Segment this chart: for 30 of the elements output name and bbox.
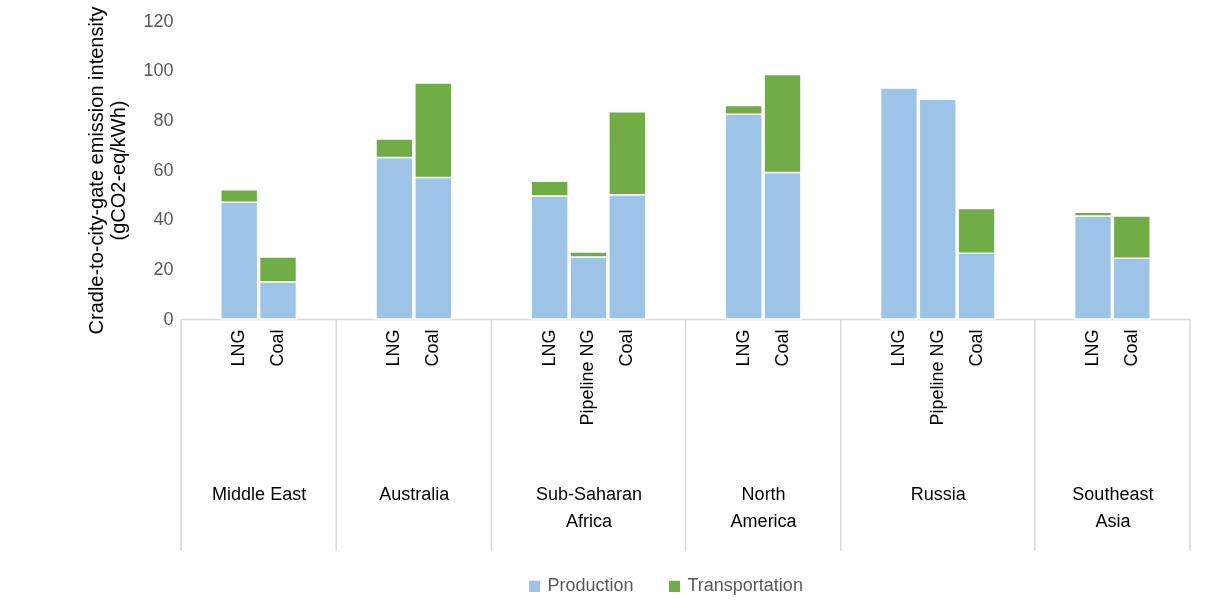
x-tick-label: LNG [732,329,753,367]
x-tick-label: Pipeline NG [926,329,947,426]
y-tick-label: 0 [163,308,174,329]
text: North America [730,483,798,531]
x-tick-label: Coal [965,329,986,367]
x-tick-label: Coal [616,329,637,367]
y-tick-label: 40 [153,209,174,230]
y-axis-title: Cradle-to-city-gate emission intensity (gCO2-eq/kWh) [85,6,130,335]
x-tick-label: Pipeline NG [577,329,598,426]
y-tick-label: 60 [153,159,174,180]
y-tick-label: 120 [143,10,174,31]
legend-label: Transportation [687,575,803,596]
x-tick-label: Coal [267,329,288,367]
text: Southeast Asia [1072,483,1154,531]
y-tick-label: 80 [153,109,174,130]
y-tick-label: 100 [143,60,174,81]
x-tick-label: LNG [1081,329,1102,367]
text: Russia [910,483,967,504]
x-tick-label: LNG [383,329,404,367]
x-tick-label: LNG [887,329,908,367]
text: Australia [379,483,451,504]
x-tick-label: Coal [422,329,443,367]
text: Sub-Saharan Africa [535,483,643,531]
x-tick-label: LNG [228,329,249,367]
x-tick-label: LNG [538,329,559,367]
y-tick-label: 20 [153,258,174,279]
legend-label: Production [547,575,634,596]
x-tick-label: Coal [771,329,792,367]
x-tick-label: Coal [1120,329,1141,367]
text: Middle East [212,483,307,504]
